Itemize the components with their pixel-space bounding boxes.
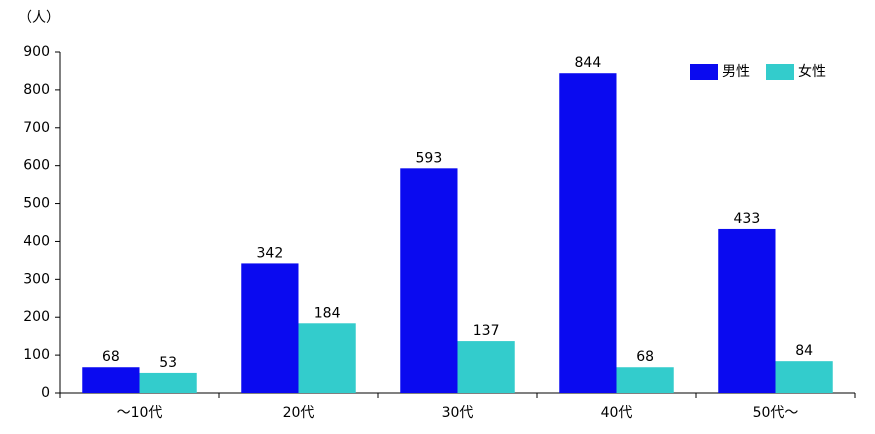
bar [241, 263, 299, 393]
bar [139, 372, 197, 393]
bar [775, 361, 833, 393]
y-tick-label: 700 [23, 120, 50, 136]
legend-label: 男性 [722, 64, 750, 80]
bar [616, 367, 674, 393]
legend-label: 女性 [798, 63, 826, 80]
bar [298, 323, 356, 393]
data-label: 53 [159, 355, 177, 371]
y-tick-label: 200 [23, 309, 50, 325]
data-label: 184 [314, 305, 341, 321]
y-tick-label: 300 [23, 271, 50, 287]
y-tick-label: 0 [41, 385, 50, 401]
x-tick-label: 20代 [283, 405, 315, 421]
y-tick-label: 400 [23, 233, 50, 249]
y-tick-label: 900 [23, 44, 50, 60]
y-tick-label: 500 [23, 196, 50, 212]
data-label: 433 [734, 211, 761, 227]
bar [82, 367, 140, 393]
legend-swatch [766, 64, 794, 80]
x-tick-label: 40代 [601, 405, 633, 421]
x-tick-label: ～10代 [117, 405, 163, 421]
data-label: 342 [257, 245, 284, 261]
y-tick-label: 100 [23, 347, 50, 363]
x-tick-label: 50代～ [753, 405, 799, 421]
y-tick-label: 800 [23, 82, 50, 98]
bar [400, 168, 458, 393]
data-label: 68 [102, 349, 120, 365]
data-label: 84 [795, 343, 813, 359]
data-label: 844 [575, 55, 602, 71]
legend-swatch [690, 64, 718, 80]
unit-label: （人） [18, 10, 60, 26]
data-label: 593 [416, 150, 443, 166]
bar [457, 341, 515, 393]
y-tick-label: 600 [23, 158, 50, 174]
x-tick-label: 30代 [442, 405, 474, 421]
data-label: 68 [636, 349, 654, 365]
data-label: 137 [473, 323, 500, 339]
bar [559, 73, 617, 394]
bar [718, 228, 776, 393]
